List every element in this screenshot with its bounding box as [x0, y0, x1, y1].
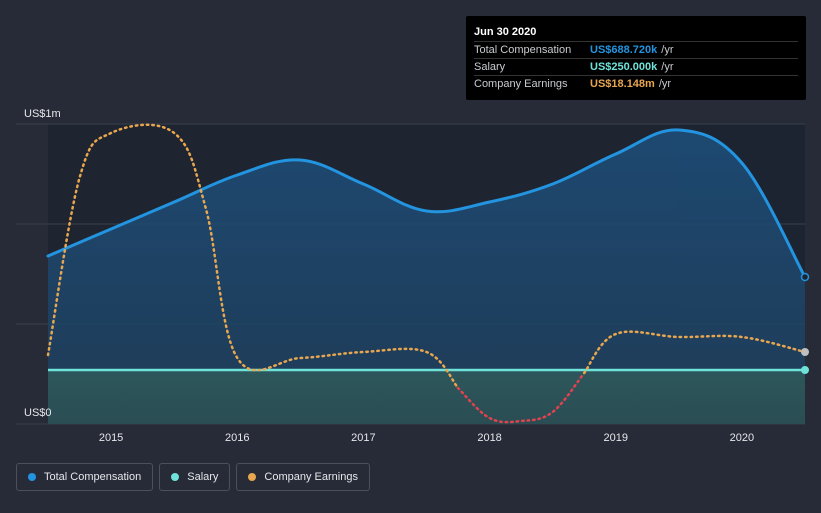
legend-label: Salary: [187, 471, 219, 483]
legend-dot-icon: [248, 473, 257, 481]
tooltip-label: Company Earnings: [474, 78, 568, 90]
tooltip-value: US$688.720k: [590, 44, 658, 56]
legend-item-total-compensation[interactable]: Total Compensation: [16, 463, 154, 491]
total-compensation-area: [48, 129, 805, 424]
tooltip-label: Salary: [474, 61, 506, 73]
y-tick-label-bottom: US$0: [24, 407, 52, 419]
legend-dot-icon: [171, 473, 180, 481]
x-tick-label: 2015: [99, 432, 123, 444]
total-compensation-end-point: [800, 272, 810, 282]
tooltip-value: US$18.148m: [590, 78, 655, 90]
x-tick-label: 2020: [730, 432, 754, 444]
salary-area: [48, 370, 805, 424]
x-tick-label: 2017: [351, 432, 375, 444]
x-tick-label: 2019: [604, 432, 628, 444]
x-tick-label: 2018: [477, 432, 501, 444]
company-earnings-line: [582, 330, 807, 375]
company-earnings-end-point: [801, 348, 809, 356]
company-earnings-line: [46, 123, 460, 390]
tooltip-date: Jun 30 2020: [474, 26, 537, 38]
tooltip-row-total-compensation: Total Compensation US$688.720k /yr: [474, 41, 798, 58]
total-compensation-line: [46, 128, 807, 279]
chart-tooltip: Jun 30 2020 Total Compensation US$688.72…: [466, 16, 806, 100]
y-tick-label-top: US$1m: [24, 108, 61, 120]
legend-label: Company Earnings: [264, 471, 358, 483]
tooltip-row-salary: Salary US$250.000k /yr: [474, 58, 798, 75]
legend-item-salary[interactable]: Salary: [159, 463, 231, 491]
legend-dot-icon: [28, 473, 36, 481]
tooltip-unit: /yr: [661, 44, 674, 56]
tooltip-unit: /yr: [658, 78, 672, 90]
tooltip-row-company-earnings: Company Earnings US$18.148m /yr: [474, 75, 798, 92]
salary-end-point: [801, 366, 809, 374]
legend-label: Total Compensation: [44, 471, 142, 483]
tooltip-value: US$250.000k: [590, 61, 658, 73]
x-tick-label: 2016: [225, 432, 249, 444]
chart-legend: Total Compensation Salary Company Earnin…: [16, 463, 370, 491]
tooltip-label: Total Compensation: [474, 44, 572, 56]
company-earnings-negative-line: [456, 371, 586, 424]
legend-item-company-earnings[interactable]: Company Earnings: [236, 463, 370, 491]
tooltip-unit: /yr: [661, 61, 674, 73]
